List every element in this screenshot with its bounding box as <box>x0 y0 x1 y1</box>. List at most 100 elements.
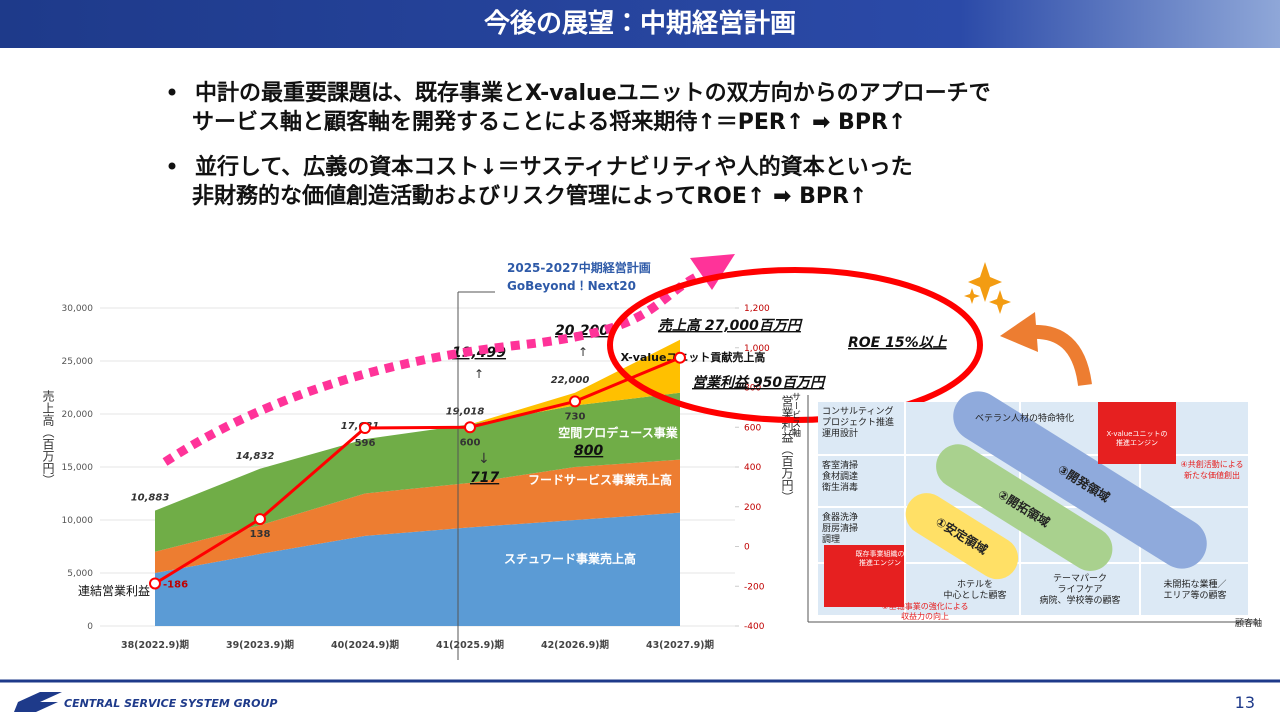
point <box>464 421 476 434</box>
x-tick-label: 41(2025.9)期 <box>436 639 504 651</box>
row-label: 食器洗浄 <box>822 511 858 523</box>
column-label: ライフケア <box>1057 584 1102 595</box>
total-label: 10,883 <box>131 493 170 504</box>
point-label: 596 <box>355 438 376 449</box>
header-bar <box>0 0 1280 48</box>
zone-pill <box>905 493 1019 580</box>
point-label: 138 <box>250 529 271 540</box>
x-tick-label: 38(2022.9)期 <box>121 639 189 651</box>
y2-tick-label: 0 <box>744 543 750 553</box>
axis-label: 顧客軸 <box>1235 617 1262 629</box>
x-tick-label: 42(2026.9)期 <box>541 639 609 651</box>
bullet-dot <box>168 162 176 170</box>
y2-tick-label: 1,200 <box>744 304 770 314</box>
y2-tick-label: 600 <box>744 423 761 433</box>
y2-tick-label: 800 <box>744 384 761 394</box>
y2-tick-label: 200 <box>744 503 761 513</box>
series-label: X-valueユニット貢献売上高 <box>621 350 766 364</box>
point <box>674 351 686 364</box>
bullets: 中計の最重要課題は、既存事業とX-valueユニットの双方向からのアプローチで … <box>168 80 991 209</box>
bullet-line: 中計の最重要課題は、既存事業とX-valueユニットの双方向からのアプローチで <box>195 80 991 106</box>
x-tick-label: 39(2023.9)期 <box>226 639 294 651</box>
plan-value: 717 <box>470 470 499 486</box>
area <box>155 512 680 626</box>
target: 売上高 27,000百万円 <box>658 317 803 334</box>
column-label: テーマパーク <box>1053 573 1107 584</box>
y-tick-label: 20,000 <box>62 410 94 420</box>
zone: ③開発領域 <box>953 391 1207 569</box>
row-label: コンサルティング <box>822 405 893 417</box>
series-label: スチュワード事業売上高 <box>504 551 636 566</box>
x-tick-label: 43(2027.9)期 <box>646 639 714 651</box>
row-label: 客室清掃 <box>822 459 858 471</box>
x-tick-label: 40(2024.9)期 <box>331 639 399 651</box>
column-label: 病院、学校等の顧客 <box>1039 594 1120 606</box>
area <box>155 459 680 573</box>
y-tick-label: 25,000 <box>62 357 94 367</box>
diagram: サービス軸 顧客軸 コンサルティング プロジェクト推進 運用設計 客室清掃 食材… <box>790 391 1262 629</box>
sparkle <box>968 262 1002 302</box>
axis-label: サービス軸 <box>790 392 801 438</box>
row-label: 厨房清掃 <box>822 522 858 534</box>
arrow-glyph: ↑ <box>578 345 588 359</box>
arrow-glyph: ↓ <box>478 451 490 467</box>
y-tick-label: 10,000 <box>62 516 94 526</box>
engine-label: 推進エンジン <box>859 558 901 567</box>
logo-mark <box>14 692 62 712</box>
y2-tick-label: -400 <box>744 622 765 632</box>
row-label: 調理 <box>822 534 840 545</box>
note: 新たな価値創出 <box>1184 470 1240 480</box>
note: ①基軸事業の強化による <box>882 601 969 611</box>
orange-arrow <box>1029 324 1092 387</box>
y-tick-label: 30,000 <box>62 304 94 314</box>
arrow-glyph: ↑ <box>474 367 484 381</box>
row-label: 食材調達 <box>822 470 858 482</box>
y2-tick-label: 1,000 <box>744 344 770 354</box>
point <box>359 422 371 435</box>
row-label: プロジェクト推進 <box>822 416 894 428</box>
point-label: 600 <box>460 437 481 448</box>
total-label: 14,832 <box>236 451 275 462</box>
zone-pill <box>936 444 1113 571</box>
area <box>155 392 680 552</box>
column-label: 未開拓な業種／ <box>1163 578 1226 590</box>
point <box>254 513 266 526</box>
slide-title: 今後の展望：中期経営計画 <box>484 8 796 39</box>
target: 営業利益 950百万円 <box>692 374 826 391</box>
row-label: 運用設計 <box>822 427 858 439</box>
y-tick-label: 5,000 <box>67 569 93 579</box>
y-tick-label: 15,000 <box>62 463 94 473</box>
engine-box <box>1098 402 1176 464</box>
sparkle <box>964 288 980 304</box>
page-number: 13 <box>1235 693 1255 712</box>
series-label: フードサービス事業売上高 <box>528 472 672 487</box>
sparkle <box>989 290 1011 314</box>
trend-arrow <box>162 270 703 466</box>
note: ④共創活動による <box>1181 459 1244 469</box>
bullet-dot <box>168 88 176 96</box>
column-label: 中心とした顧客 <box>943 589 1006 601</box>
engine-box <box>824 545 904 607</box>
total-label: 22,000 <box>551 375 590 386</box>
total-label: 19,018 <box>446 406 485 417</box>
point <box>149 577 161 590</box>
highlight-ellipse <box>607 267 983 423</box>
bullet-line: 並行して、広義の資本コスト↓＝サスティナビリティや人的資本といった <box>195 154 913 180</box>
plan-value: 800 <box>574 443 603 459</box>
series-label: 空間プロデュース事業 <box>558 425 678 440</box>
plan-title: 2025-2027中期経営計画 <box>507 260 651 275</box>
series-label: 連結営業利益 <box>78 584 150 598</box>
orange-arrow-head <box>1000 312 1038 352</box>
row-label: 衛生消毒 <box>822 481 858 493</box>
bullet-line: サービス軸と顧客軸を開発することによる将来期待↑＝PER↑ ➡ BPR↑ <box>192 109 906 135</box>
note: ベテラン人材の特命特化 <box>975 412 1074 424</box>
column-label: ホテルを <box>957 579 993 590</box>
trend-arrow-head <box>690 254 735 290</box>
footer-company: CENTRAL SERVICE SYSTEM GROUP <box>64 697 278 710</box>
point <box>569 395 581 408</box>
engine-label: X-valueユニットの <box>1107 430 1168 438</box>
chart: 0 5,000 10,000 15,000 20,000 25,000 30,000 -400… <box>41 260 948 660</box>
y2-tick-label: 400 <box>744 463 761 473</box>
y-axis-title: 売上高（百万円） <box>41 389 55 486</box>
